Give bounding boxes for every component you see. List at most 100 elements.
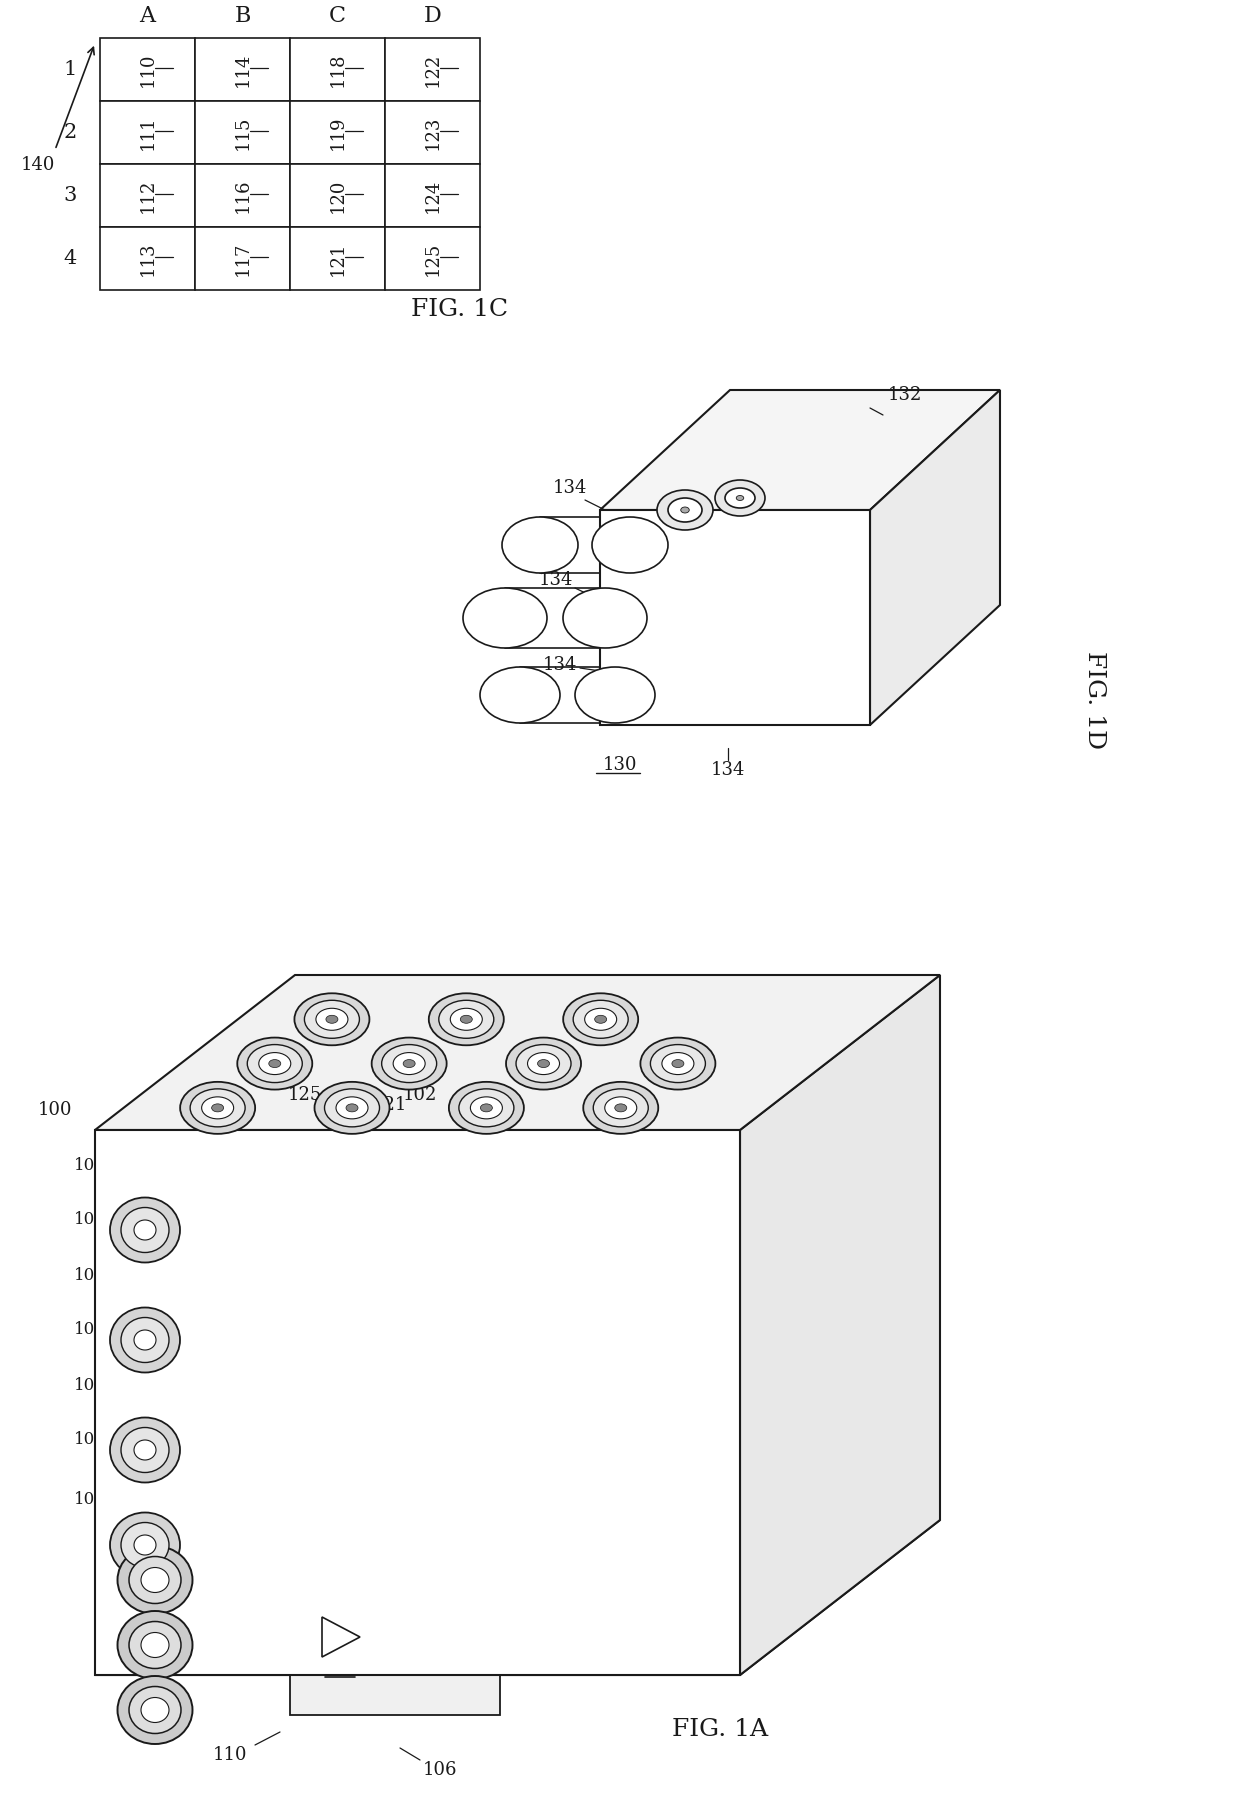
Text: 106: 106 xyxy=(423,1761,458,1779)
Ellipse shape xyxy=(573,1000,629,1038)
Ellipse shape xyxy=(212,1104,223,1113)
Ellipse shape xyxy=(259,1053,290,1075)
Ellipse shape xyxy=(449,1082,523,1134)
Text: 116: 116 xyxy=(233,178,252,212)
Text: 111: 111 xyxy=(139,116,156,150)
Ellipse shape xyxy=(585,1007,616,1031)
Text: 117: 117 xyxy=(233,241,252,275)
Text: 112: 112 xyxy=(139,178,156,212)
Polygon shape xyxy=(600,509,870,725)
Text: A: A xyxy=(139,5,155,27)
Bar xyxy=(290,38,384,101)
Ellipse shape xyxy=(480,1104,492,1113)
Text: 104: 104 xyxy=(74,1156,105,1174)
Ellipse shape xyxy=(122,1207,169,1252)
Ellipse shape xyxy=(459,1089,513,1127)
Ellipse shape xyxy=(336,1096,368,1118)
Bar xyxy=(290,101,384,165)
Text: 124: 124 xyxy=(424,178,441,212)
Ellipse shape xyxy=(672,1060,684,1067)
Ellipse shape xyxy=(129,1622,181,1669)
Ellipse shape xyxy=(450,1007,482,1031)
Text: 130: 130 xyxy=(603,756,637,774)
Text: 102: 102 xyxy=(403,1085,438,1104)
Ellipse shape xyxy=(134,1441,156,1460)
Ellipse shape xyxy=(202,1096,233,1118)
Bar xyxy=(195,226,290,290)
Ellipse shape xyxy=(563,589,647,649)
Bar xyxy=(384,38,480,101)
Text: 132: 132 xyxy=(888,386,923,404)
Ellipse shape xyxy=(326,1015,339,1024)
Ellipse shape xyxy=(141,1698,169,1723)
Ellipse shape xyxy=(134,1535,156,1555)
Ellipse shape xyxy=(237,1038,312,1089)
Ellipse shape xyxy=(429,993,503,1046)
Ellipse shape xyxy=(537,1060,549,1067)
Ellipse shape xyxy=(575,667,655,723)
Polygon shape xyxy=(95,1520,940,1674)
Ellipse shape xyxy=(134,1219,156,1239)
Text: 104: 104 xyxy=(74,1431,105,1448)
Ellipse shape xyxy=(605,1096,637,1118)
Polygon shape xyxy=(870,390,999,725)
Ellipse shape xyxy=(122,1428,169,1473)
Ellipse shape xyxy=(134,1330,156,1350)
Ellipse shape xyxy=(460,1015,472,1024)
Bar xyxy=(384,165,480,226)
Ellipse shape xyxy=(316,1007,348,1031)
Bar xyxy=(195,165,290,226)
Ellipse shape xyxy=(715,480,765,516)
Ellipse shape xyxy=(110,1198,180,1263)
Text: 104: 104 xyxy=(74,1491,105,1509)
Ellipse shape xyxy=(129,1687,181,1734)
Ellipse shape xyxy=(516,1044,572,1082)
Text: 134: 134 xyxy=(543,656,577,674)
Ellipse shape xyxy=(269,1060,280,1067)
Ellipse shape xyxy=(583,1082,658,1134)
Text: FIG. 1C: FIG. 1C xyxy=(412,299,508,321)
Ellipse shape xyxy=(180,1082,255,1134)
Ellipse shape xyxy=(129,1557,181,1604)
Bar xyxy=(384,101,480,165)
Ellipse shape xyxy=(294,993,370,1046)
Bar xyxy=(195,101,290,165)
Text: 100: 100 xyxy=(37,1102,72,1120)
Ellipse shape xyxy=(382,1044,436,1082)
Ellipse shape xyxy=(593,1089,649,1127)
Polygon shape xyxy=(600,390,999,509)
Bar xyxy=(195,38,290,101)
Ellipse shape xyxy=(439,1000,494,1038)
Ellipse shape xyxy=(502,516,578,573)
Text: 4: 4 xyxy=(63,248,77,268)
Ellipse shape xyxy=(315,1082,389,1134)
Ellipse shape xyxy=(615,1104,626,1113)
Bar xyxy=(100,101,195,165)
Ellipse shape xyxy=(141,1633,169,1658)
Ellipse shape xyxy=(304,1000,360,1038)
Ellipse shape xyxy=(346,1104,358,1113)
Text: 113: 113 xyxy=(139,241,156,275)
Text: 113: 113 xyxy=(543,1421,578,1439)
Text: 123: 123 xyxy=(424,116,441,150)
Ellipse shape xyxy=(118,1676,192,1743)
Text: 1: 1 xyxy=(63,60,77,80)
Bar xyxy=(100,165,195,226)
Ellipse shape xyxy=(372,1038,446,1089)
Ellipse shape xyxy=(681,507,689,513)
Ellipse shape xyxy=(110,1417,180,1482)
Ellipse shape xyxy=(122,1522,169,1567)
Text: D: D xyxy=(424,5,441,27)
Text: 140: 140 xyxy=(21,156,56,174)
Text: 104: 104 xyxy=(74,1377,105,1393)
Ellipse shape xyxy=(480,667,560,723)
Text: 114: 114 xyxy=(233,53,252,87)
Ellipse shape xyxy=(118,1611,192,1680)
Ellipse shape xyxy=(463,589,547,649)
Text: 2: 2 xyxy=(63,123,77,141)
Ellipse shape xyxy=(591,516,668,573)
Ellipse shape xyxy=(651,1044,706,1082)
Ellipse shape xyxy=(122,1317,169,1363)
Ellipse shape xyxy=(725,487,755,507)
Text: 104: 104 xyxy=(74,1212,105,1229)
